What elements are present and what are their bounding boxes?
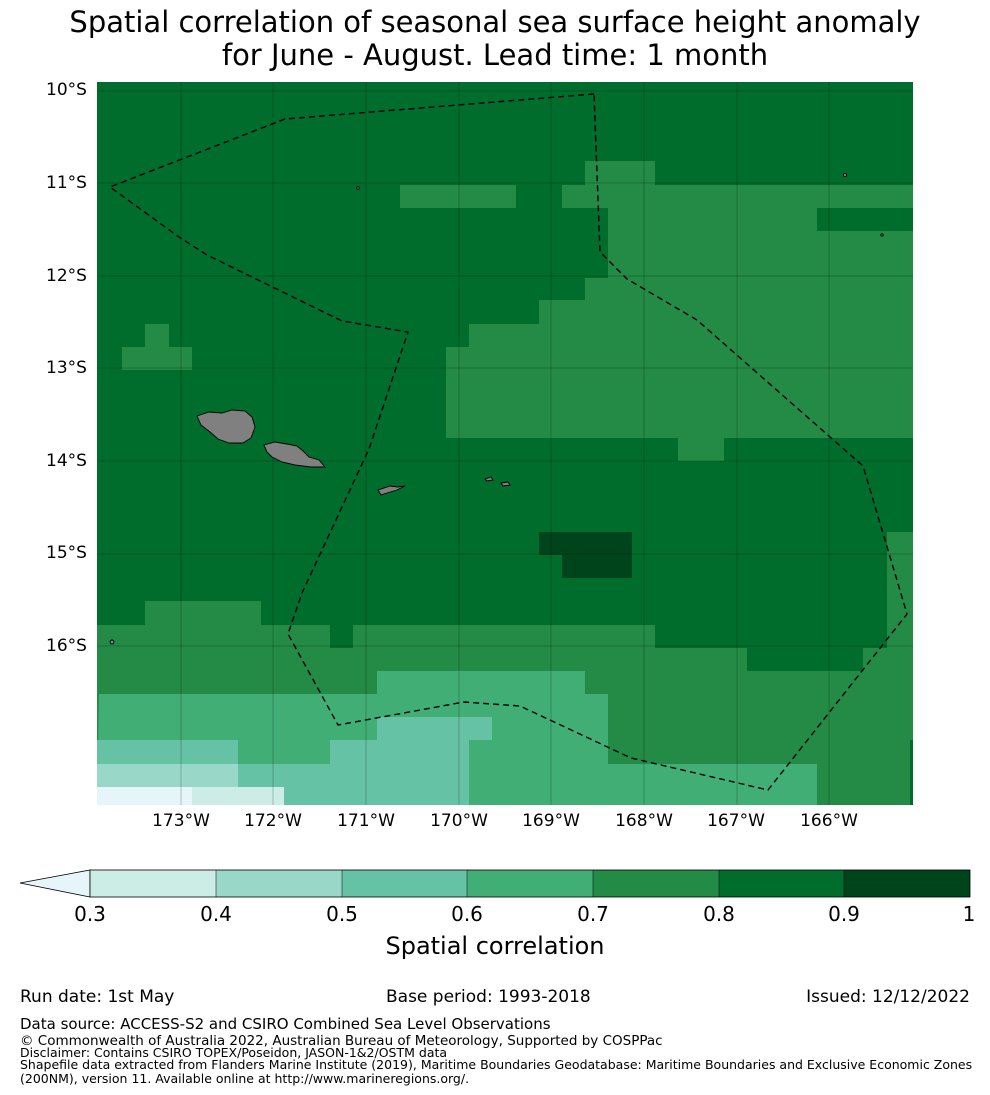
lat-label-15s: 15°S xyxy=(46,543,87,563)
lon-label-171w: 171°W xyxy=(337,811,395,831)
lon-label-166w: 166°W xyxy=(800,811,858,831)
lat-label-10s: 10°S xyxy=(46,80,87,100)
lat-label-14s: 14°S xyxy=(46,451,87,471)
ofu-island xyxy=(484,476,494,482)
colorbar-tick-0-4: 0.4 xyxy=(200,902,232,926)
chart-title-line-1: Spatial correlation of seasonal sea surf… xyxy=(69,5,921,39)
savaii-island xyxy=(196,409,256,444)
colorbar xyxy=(19,869,971,898)
colorbar-tick-0-8: 0.8 xyxy=(703,902,735,926)
colorbar-segment-0-9 xyxy=(844,870,970,897)
shapefile-credit-line-1: Shapefile data extracted from Flanders M… xyxy=(20,1057,973,1072)
map-gridlines xyxy=(97,82,913,805)
correlation-map xyxy=(97,82,913,805)
run-date: Run date: 1st May xyxy=(20,987,175,1007)
lat-label-16s: 16°S xyxy=(46,636,87,656)
land-masses xyxy=(109,172,884,645)
colorbar-under-extension xyxy=(19,869,91,898)
colorbar-tick-0-6: 0.6 xyxy=(451,902,483,926)
colorbar-tick-0-7: 0.7 xyxy=(577,902,609,926)
colorbar-segment-0-3 xyxy=(90,870,216,897)
lon-label-172w: 172°W xyxy=(244,811,302,831)
tau-island xyxy=(500,481,511,487)
colorbar-tick-1: 1 xyxy=(962,902,976,926)
lat-label-11s: 11°S xyxy=(46,173,87,193)
lon-label-170w: 170°W xyxy=(430,811,488,831)
shapefile-credit-line-2: (200NM), version 11. Available online at… xyxy=(20,1071,470,1086)
correlation-field xyxy=(97,82,913,805)
chart-title-line-2: for June - August. Lead time: 1 month xyxy=(221,38,769,72)
tutuila-island xyxy=(377,485,406,496)
disclaimer: Disclaimer: Contains CSIRO TOPEX/Poseido… xyxy=(20,1045,448,1060)
eez-boundary xyxy=(108,93,908,791)
colorbar-segment-0-8 xyxy=(719,870,844,897)
colorbar-segment-0-7 xyxy=(593,870,719,897)
lat-label-13s: 13°S xyxy=(46,358,87,378)
lon-label-168w: 168°W xyxy=(615,811,673,831)
colorbar-label: Spatial correlation xyxy=(385,932,605,960)
lon-label-173w: 173°W xyxy=(152,811,210,831)
base-period: Base period: 1993-2018 xyxy=(386,987,591,1007)
colorbar-tick-0-5: 0.5 xyxy=(326,902,358,926)
lat-label-12s: 12°S xyxy=(46,266,87,286)
colorbar-segment-0-6 xyxy=(467,870,593,897)
lon-label-167w: 167°W xyxy=(707,811,765,831)
colorbar-segment-0-5 xyxy=(342,870,467,897)
data-source: Data source: ACCESS-S2 and CSIRO Combine… xyxy=(20,1015,551,1033)
upolu-island xyxy=(263,441,326,468)
colorbar-tick-0-9: 0.9 xyxy=(828,902,860,926)
copyright-notice: © Commonwealth of Australia 2022, Austra… xyxy=(20,1033,663,1049)
issued-date: Issued: 12/12/2022 xyxy=(806,987,970,1007)
colorbar-segment-0-4 xyxy=(216,870,342,897)
colorbar-tick-0-3: 0.3 xyxy=(74,902,106,926)
lon-label-169w: 169°W xyxy=(522,811,580,831)
